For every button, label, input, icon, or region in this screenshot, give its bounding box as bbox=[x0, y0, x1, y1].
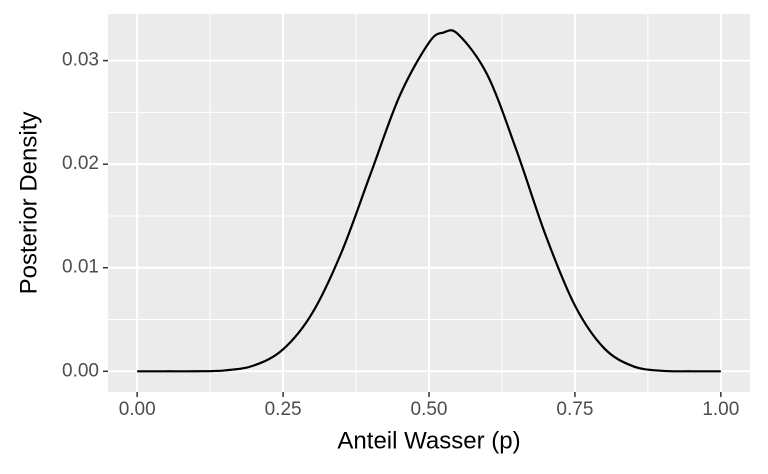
x-tick-label: 0.50 bbox=[411, 399, 448, 420]
y-tick-label: 0.02 bbox=[62, 153, 99, 174]
y-tick-label: 0.00 bbox=[62, 360, 99, 381]
y-tick-label: 0.03 bbox=[62, 50, 99, 71]
y-axis-title: Posterior Density bbox=[15, 112, 42, 295]
grid bbox=[108, 14, 750, 392]
marks bbox=[137, 29, 721, 373]
density-line bbox=[137, 29, 721, 373]
x-tick-label: 1.00 bbox=[702, 399, 739, 420]
x-tick-label: 0.00 bbox=[119, 399, 156, 420]
x-axis-title: Anteil Wasser (p) bbox=[337, 427, 520, 454]
x-tick-label: 0.25 bbox=[265, 399, 302, 420]
x-tick-label: 0.75 bbox=[556, 399, 593, 420]
y-tick-label: 0.01 bbox=[62, 257, 99, 278]
